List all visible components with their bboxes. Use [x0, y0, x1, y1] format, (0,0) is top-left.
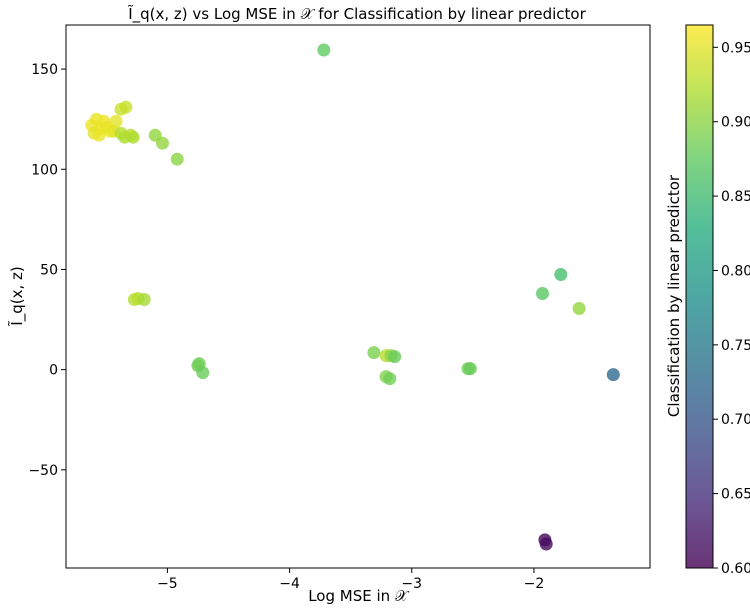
colorbar-tick-label: 0.60	[721, 561, 750, 577]
x-axis-ticks: −5 −4 −3 −2	[157, 568, 544, 592]
y-tick-label: 50	[40, 262, 58, 278]
x-tick-label: −2	[524, 576, 545, 592]
colorbar-tick-label: 0.80	[721, 263, 750, 279]
chart-title: Ĩ_q(x, z) vs Log MSE in 𝒳 for Classifica…	[127, 4, 586, 24]
colorbar-tick-label: 0.85	[721, 189, 750, 205]
scatter-point	[463, 362, 477, 376]
x-tick-label: −4	[279, 576, 300, 592]
scatter-point	[196, 366, 210, 380]
y-axis-ticks: −50 0 50 100 150	[28, 62, 66, 479]
scatter-point	[109, 114, 123, 128]
colorbar-tick-label: 0.90	[721, 115, 750, 131]
y-axis-label: Ĩ_q(x, z)	[7, 266, 27, 326]
x-tick-label: −3	[401, 576, 422, 592]
scatter-point	[539, 537, 553, 551]
colorbar-tick-label: 0.65	[721, 487, 750, 503]
scatter-point	[606, 368, 620, 382]
colorbar-gradient	[686, 25, 713, 568]
colorbar-label: Classification by linear predictor	[665, 174, 683, 417]
colorbar-ticks: 0.60 0.65 0.70 0.75 0.80 0.85 0.90 0.95	[713, 40, 750, 577]
scatter-point	[156, 136, 169, 150]
scatter-point	[170, 152, 184, 166]
scatter-point	[383, 372, 397, 386]
y-tick-label: 0	[49, 363, 58, 379]
y-tick-label: 150	[31, 62, 58, 78]
scatter-point	[137, 293, 151, 306]
plot-frame	[65, 24, 651, 569]
scatter-point	[126, 130, 140, 144]
scatter-point	[367, 346, 381, 360]
scatter-points	[85, 43, 620, 551]
scatter-point	[317, 43, 331, 57]
scatter-point	[119, 100, 133, 114]
scatter-point	[554, 268, 568, 281]
colorbar-tick-label: 0.70	[721, 412, 750, 428]
scatter-point	[388, 350, 402, 364]
colorbar-tick-label: 0.75	[721, 338, 750, 354]
y-tick-label: −50	[28, 463, 58, 479]
colorbar-frame	[685, 24, 714, 569]
scatter-point	[572, 302, 586, 315]
colorbar-tick-label: 0.95	[721, 40, 750, 56]
scatter-point	[92, 128, 106, 142]
y-tick-label: 100	[31, 162, 58, 178]
x-axis-label: Log MSE in 𝒳	[308, 587, 410, 605]
scatter-point	[536, 287, 549, 300]
x-tick-label: −5	[157, 576, 178, 592]
